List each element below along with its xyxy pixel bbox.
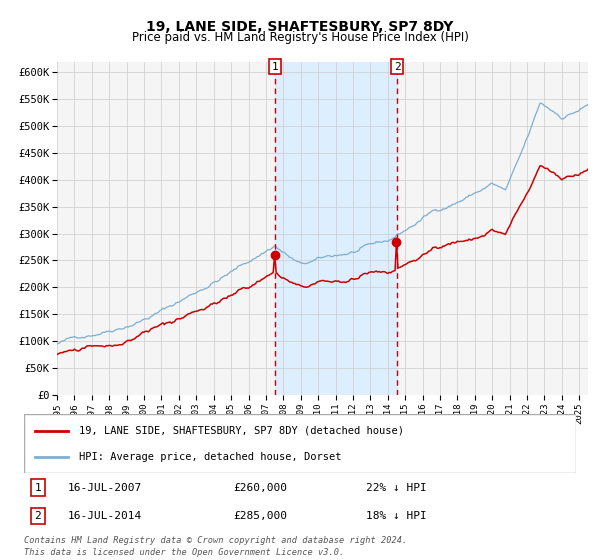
- Text: 19, LANE SIDE, SHAFTESBURY, SP7 8DY: 19, LANE SIDE, SHAFTESBURY, SP7 8DY: [146, 20, 454, 34]
- Text: £285,000: £285,000: [234, 511, 288, 521]
- Text: 19, LANE SIDE, SHAFTESBURY, SP7 8DY (detached house): 19, LANE SIDE, SHAFTESBURY, SP7 8DY (det…: [79, 426, 404, 436]
- Text: 22% ↓ HPI: 22% ↓ HPI: [366, 483, 427, 493]
- Text: 1: 1: [272, 62, 278, 72]
- Text: This data is licensed under the Open Government Licence v3.0.: This data is licensed under the Open Gov…: [24, 548, 344, 557]
- Text: £260,000: £260,000: [234, 483, 288, 493]
- Text: 2: 2: [34, 511, 41, 521]
- Text: Price paid vs. HM Land Registry's House Price Index (HPI): Price paid vs. HM Land Registry's House …: [131, 31, 469, 44]
- Text: 2: 2: [394, 62, 401, 72]
- Text: 18% ↓ HPI: 18% ↓ HPI: [366, 511, 427, 521]
- Text: 16-JUL-2007: 16-JUL-2007: [68, 483, 142, 493]
- Text: 1: 1: [34, 483, 41, 493]
- Bar: [275, 62, 397, 395]
- Text: 16-JUL-2014: 16-JUL-2014: [68, 511, 142, 521]
- FancyBboxPatch shape: [24, 414, 576, 473]
- Text: HPI: Average price, detached house, Dorset: HPI: Average price, detached house, Dors…: [79, 452, 342, 462]
- Text: Contains HM Land Registry data © Crown copyright and database right 2024.: Contains HM Land Registry data © Crown c…: [24, 536, 407, 545]
